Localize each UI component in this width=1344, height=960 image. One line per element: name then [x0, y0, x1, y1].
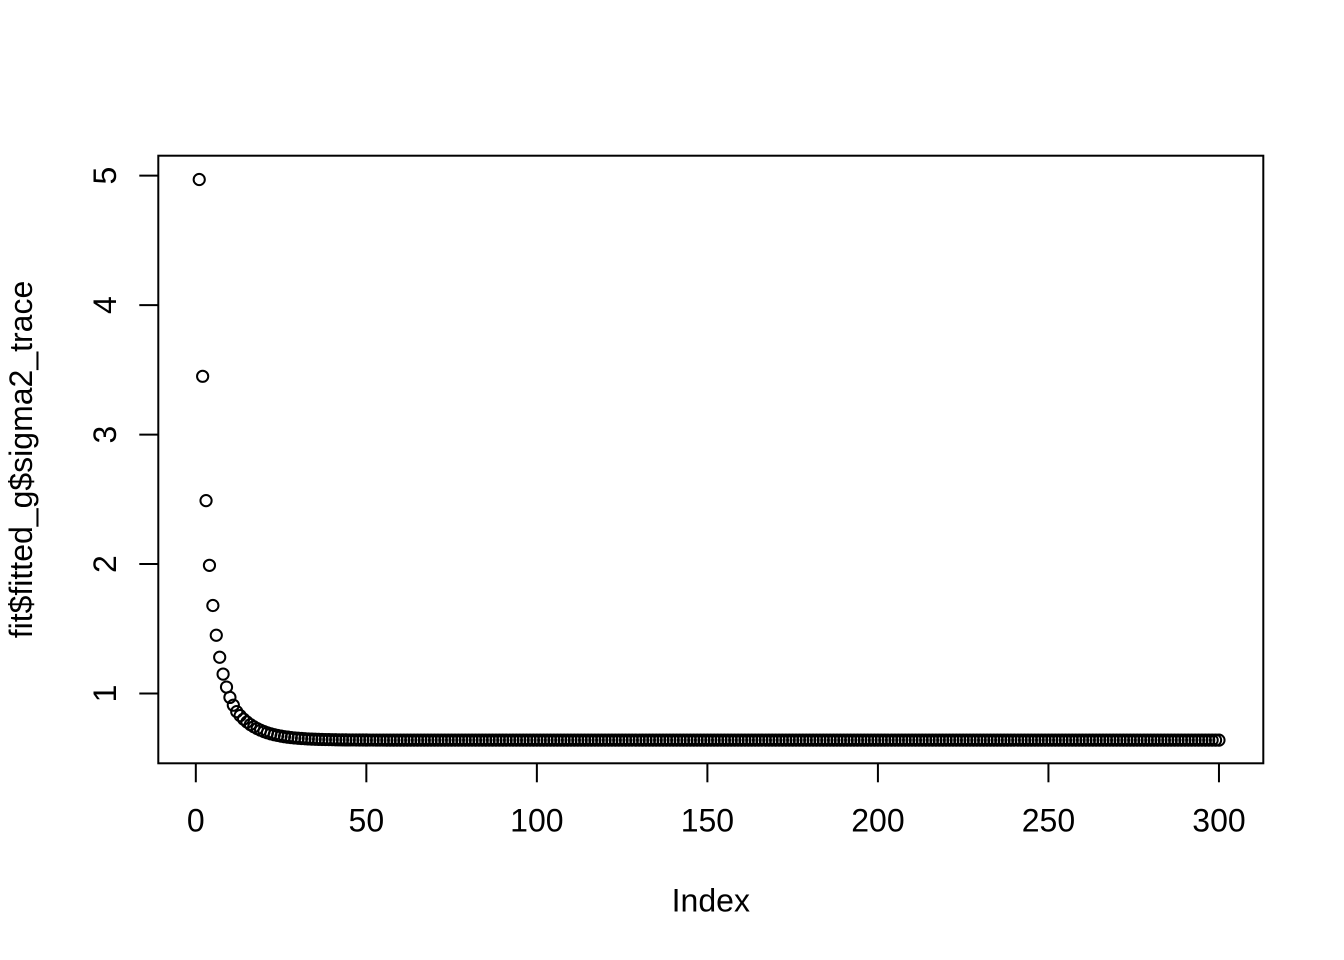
data-point: [223, 690, 237, 705]
y-axis-ticks: [139, 174, 159, 695]
x-axis-label: Index: [672, 883, 750, 919]
x-tick-label: 300: [1192, 803, 1245, 839]
data-point: [209, 628, 223, 642]
data-point: [192, 172, 206, 187]
x-axis-ticks: [194, 763, 1220, 783]
x-tick-label: 0: [187, 803, 205, 839]
data-point: [230, 705, 244, 719]
data-point: [213, 650, 227, 664]
x-tick-label: 50: [349, 803, 385, 839]
plot-box: [157, 154, 1265, 765]
y-tick-label: 1: [87, 685, 123, 703]
data-point: [199, 494, 213, 508]
data-point: [206, 598, 220, 613]
y-tick-label: 4: [87, 296, 123, 314]
data-point: [226, 698, 240, 712]
x-tick-label: 100: [510, 803, 563, 839]
x-tick-label: 250: [1022, 803, 1075, 839]
x-axis-tick-labels: 0 50 100 150 200 250 300: [187, 803, 1246, 839]
x-tick-label: 150: [681, 803, 734, 839]
y-axis-tick-labels: 1 2 3 4 5: [87, 167, 123, 703]
x-tick-label: 200: [851, 803, 904, 839]
data-point: [202, 558, 217, 572]
data-point: [1212, 733, 1226, 747]
scatter-points: [192, 172, 1226, 747]
y-axis-label: fit$fitted_g$sigma2_trace: [3, 281, 39, 639]
y-tick-label: 2: [87, 555, 123, 573]
y-tick-label: 3: [87, 426, 123, 444]
data-point: [216, 667, 230, 681]
data-point: [196, 369, 210, 383]
y-tick-label: 5: [87, 167, 123, 185]
